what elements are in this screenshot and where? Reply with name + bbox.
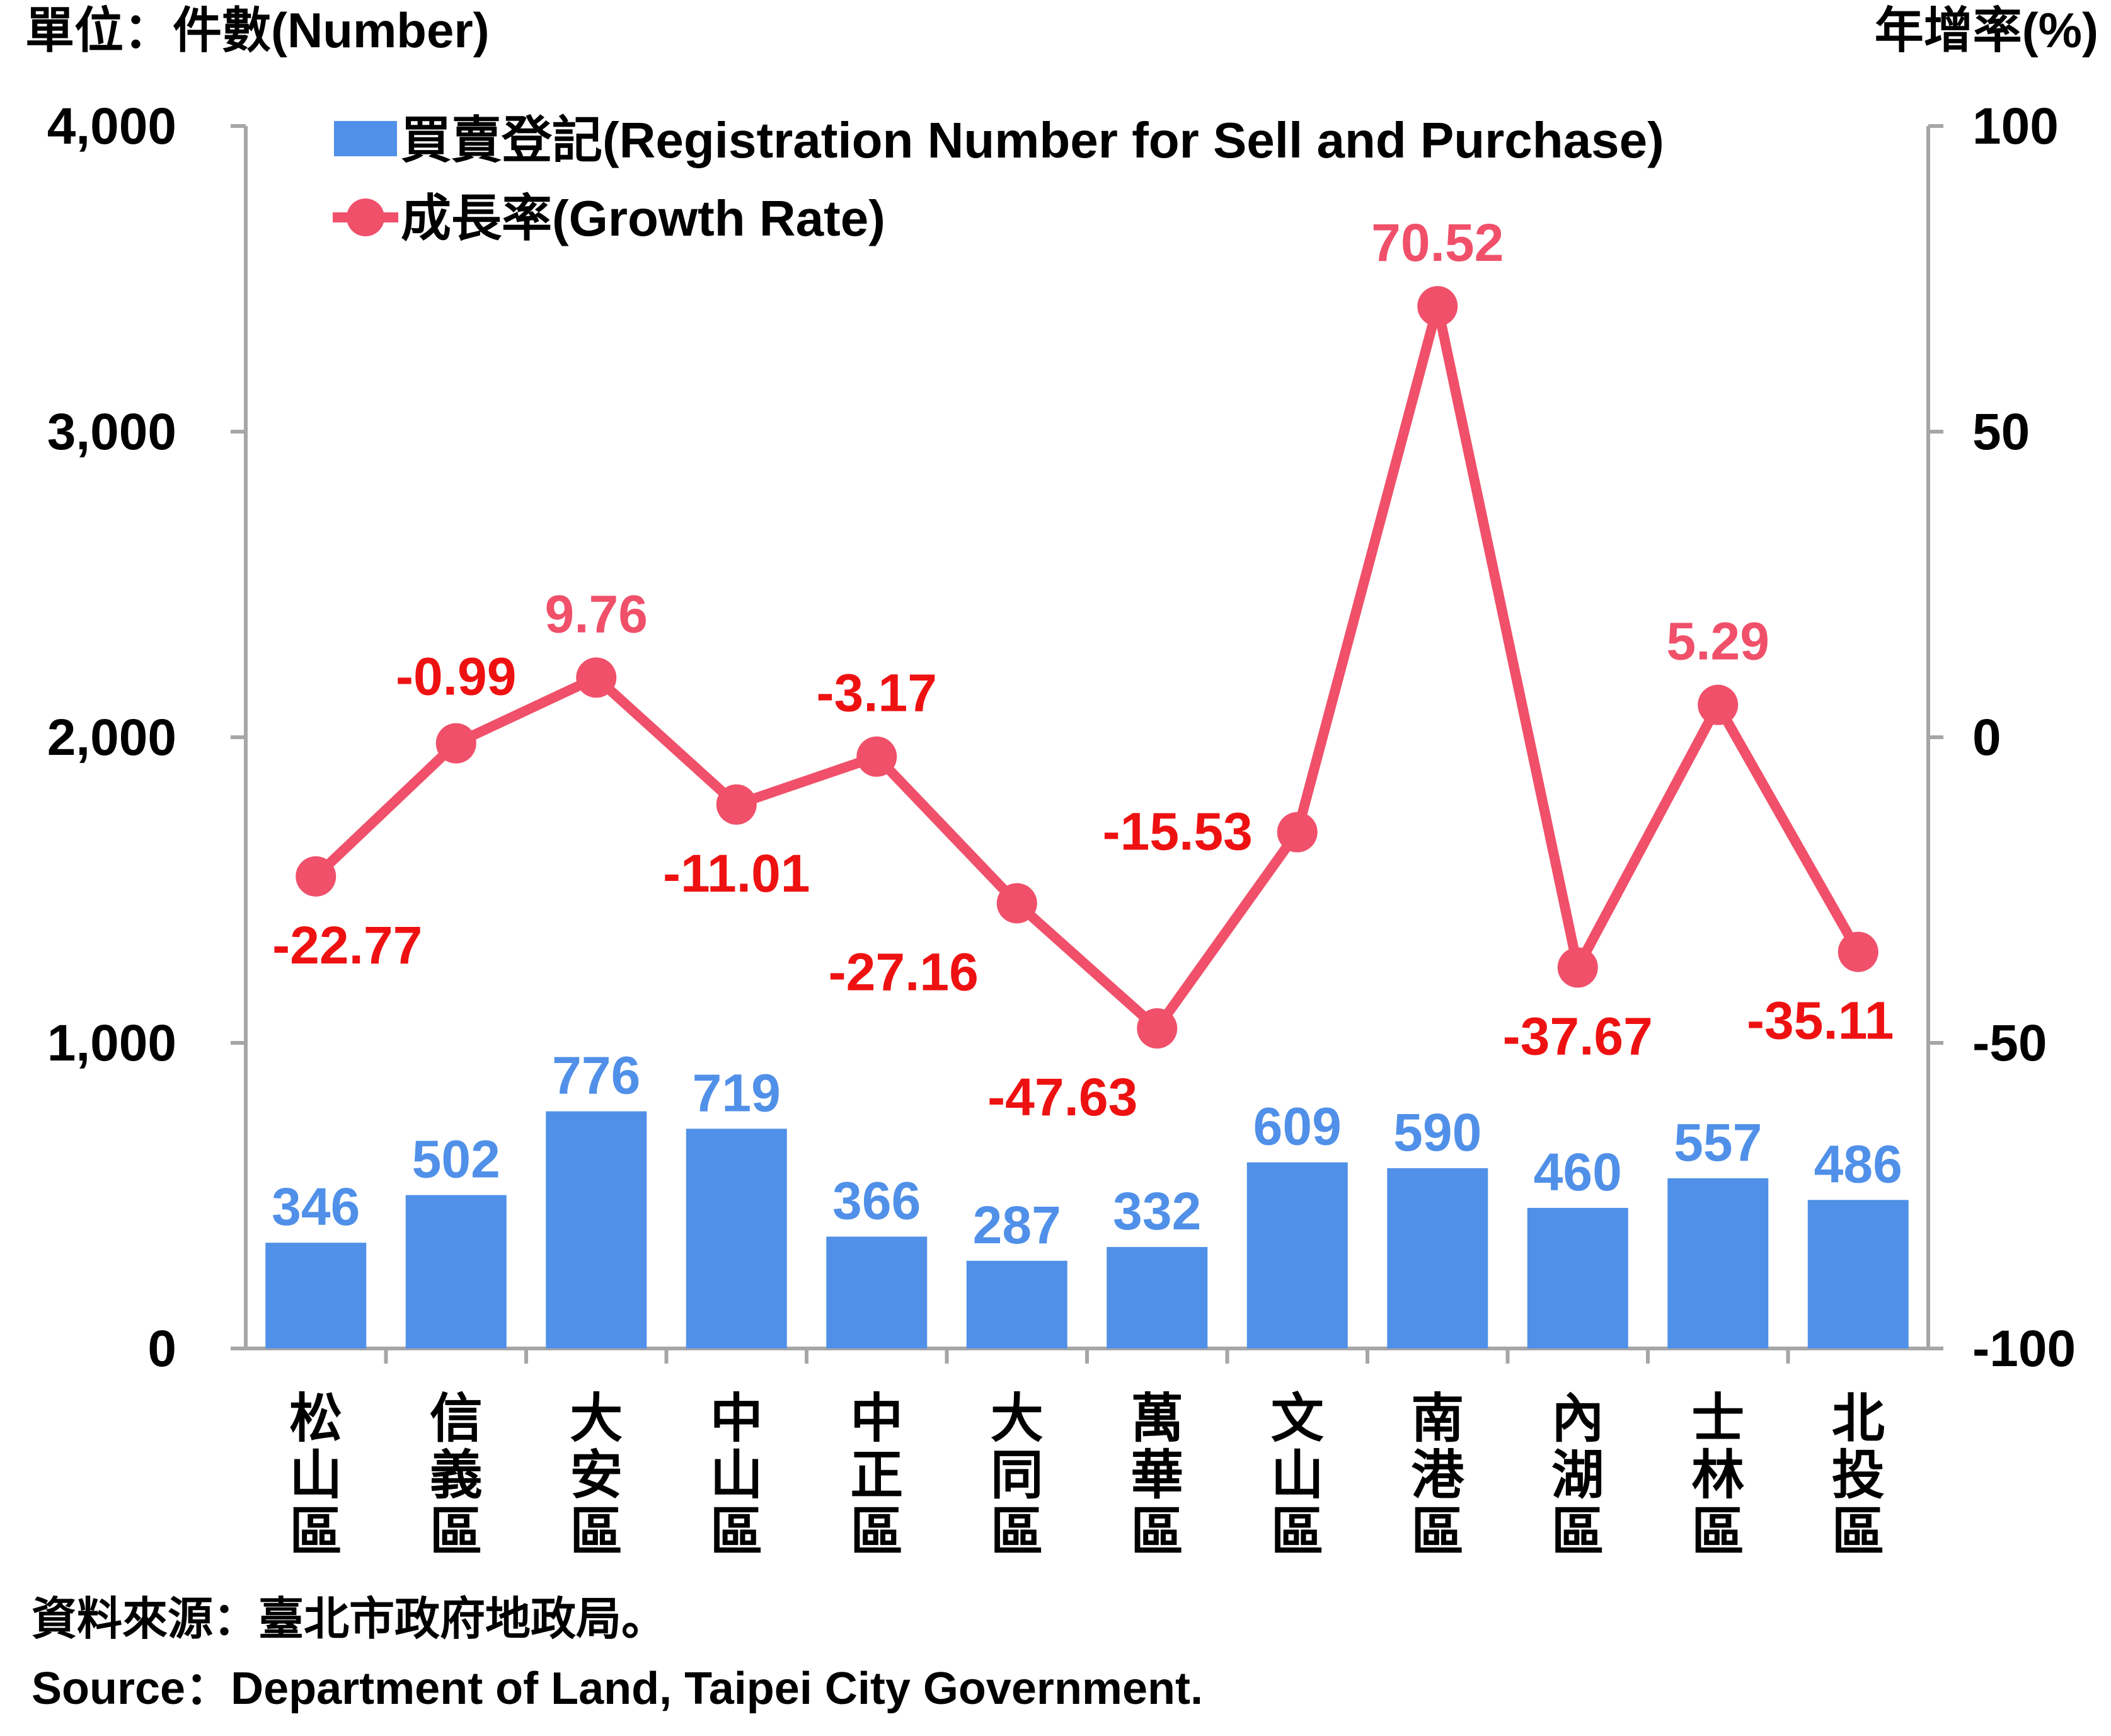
line-point: [716, 784, 757, 825]
left-tick-label: 0: [147, 1320, 176, 1377]
bar-value-label: 287: [973, 1195, 1061, 1255]
legend-line-marker: [347, 198, 384, 236]
bar-value-label: 332: [1113, 1181, 1201, 1241]
right-tick-label: 0: [1972, 709, 2001, 766]
bar: [405, 1195, 507, 1348]
bar-value-label: 590: [1393, 1103, 1481, 1162]
left-unit-label: 單位：件數(Number): [25, 3, 490, 58]
data-labels: 346 502 776 719 366 287 332 609 590 460 557 486 -22.…: [272, 213, 1902, 1255]
bar-series: [265, 1111, 1909, 1348]
line-series: [296, 285, 1878, 1049]
line-value-label: -22.77: [272, 916, 422, 975]
x-tick-label: 信義區: [430, 1389, 483, 1561]
line-value-label: -0.99: [396, 647, 516, 706]
line-value-label: -47.63: [987, 1067, 1137, 1127]
x-tick-label: 松山區: [289, 1389, 342, 1561]
x-tick-label: 南港區: [1411, 1389, 1464, 1561]
right-unit-label: 年增率(%): [1875, 3, 2098, 58]
left-tick-label: 2,000: [47, 709, 176, 766]
x-tick-label: 萬華區: [1130, 1389, 1183, 1561]
line-point: [435, 723, 476, 764]
bar-value-label: 346: [272, 1177, 360, 1236]
line-value-label: -15.53: [1103, 802, 1253, 861]
x-tick-label: 中山區: [710, 1389, 763, 1561]
x-tick-label: 北投區: [1832, 1389, 1885, 1561]
source-note-zh: 資料來源：臺北市政府地政局。: [32, 1594, 667, 1645]
bar-value-label: 366: [832, 1171, 921, 1230]
line-value-label: -11.01: [663, 844, 810, 903]
line-point: [296, 856, 336, 897]
x-tick-label: 文山區: [1271, 1389, 1324, 1561]
x-tick-label: 士林區: [1691, 1389, 1744, 1561]
left-tick-label: 4,000: [47, 98, 176, 155]
x-tick-label: 中正區: [850, 1389, 903, 1561]
axes: 0 1,000 2,000 3,000 4,000 -100 -50 0 50 100 松山區 信義區…: [47, 98, 2076, 1561]
bar: [1807, 1200, 1909, 1348]
line-point: [1557, 947, 1598, 988]
bar: [265, 1243, 367, 1348]
bar: [826, 1236, 928, 1348]
line-point: [1137, 1008, 1178, 1049]
x-tick-label: 內湖區: [1551, 1389, 1604, 1561]
legend-bar-label: 買賣登記(Registration Number for Sell and Pu…: [401, 112, 1664, 168]
bar: [1246, 1162, 1348, 1348]
growth-line: [312, 301, 1863, 1034]
right-tick-label: -50: [1972, 1015, 2047, 1072]
right-tick-label: -100: [1972, 1320, 2076, 1377]
bar: [966, 1260, 1067, 1348]
bar-value-label: 609: [1253, 1097, 1342, 1156]
line-value-label: -3.17: [817, 664, 937, 723]
line-point: [1838, 931, 1878, 972]
bar-value-label: 719: [693, 1063, 781, 1122]
line-value-label: 5.29: [1667, 612, 1770, 671]
line-point: [856, 736, 897, 777]
legend: 買賣登記(Registration Number for Sell and Pu…: [333, 112, 1664, 246]
line-value-label: -35.11: [1747, 991, 1894, 1050]
bar-value-label: 486: [1814, 1134, 1902, 1193]
line-value-label: 70.52: [1371, 213, 1504, 272]
bar: [546, 1111, 647, 1348]
x-tick-label: 大安區: [570, 1389, 623, 1561]
bar-value-label: 557: [1674, 1113, 1762, 1172]
line-point: [1417, 285, 1458, 326]
line-value-label: -27.16: [829, 942, 979, 1001]
line-point: [576, 657, 617, 698]
bar: [1527, 1207, 1628, 1348]
right-tick-label: 50: [1972, 403, 2030, 461]
legend-line-label: 成長率(Growth Rate): [401, 190, 885, 246]
line-point: [1277, 812, 1318, 853]
line-point: [1698, 684, 1739, 725]
left-tick-label: 1,000: [47, 1015, 176, 1072]
legend-bar-swatch: [334, 121, 397, 156]
line-point: [996, 883, 1037, 924]
bar: [1107, 1246, 1208, 1348]
line-value-label: -37.67: [1503, 1006, 1653, 1066]
bar: [686, 1129, 787, 1348]
bar: [1667, 1178, 1769, 1348]
right-tick-label: 100: [1972, 98, 2059, 155]
bar-value-label: 502: [412, 1130, 500, 1189]
bar-value-label: 776: [552, 1046, 640, 1105]
line-value-label: 9.76: [545, 584, 648, 643]
bar-value-label: 460: [1534, 1142, 1622, 1202]
left-tick-label: 3,000: [47, 403, 176, 461]
source-note-en: Source：Department of Land, Taipei City G…: [32, 1664, 1203, 1714]
x-tick-label: 大同區: [991, 1389, 1044, 1561]
bar: [1387, 1168, 1488, 1348]
